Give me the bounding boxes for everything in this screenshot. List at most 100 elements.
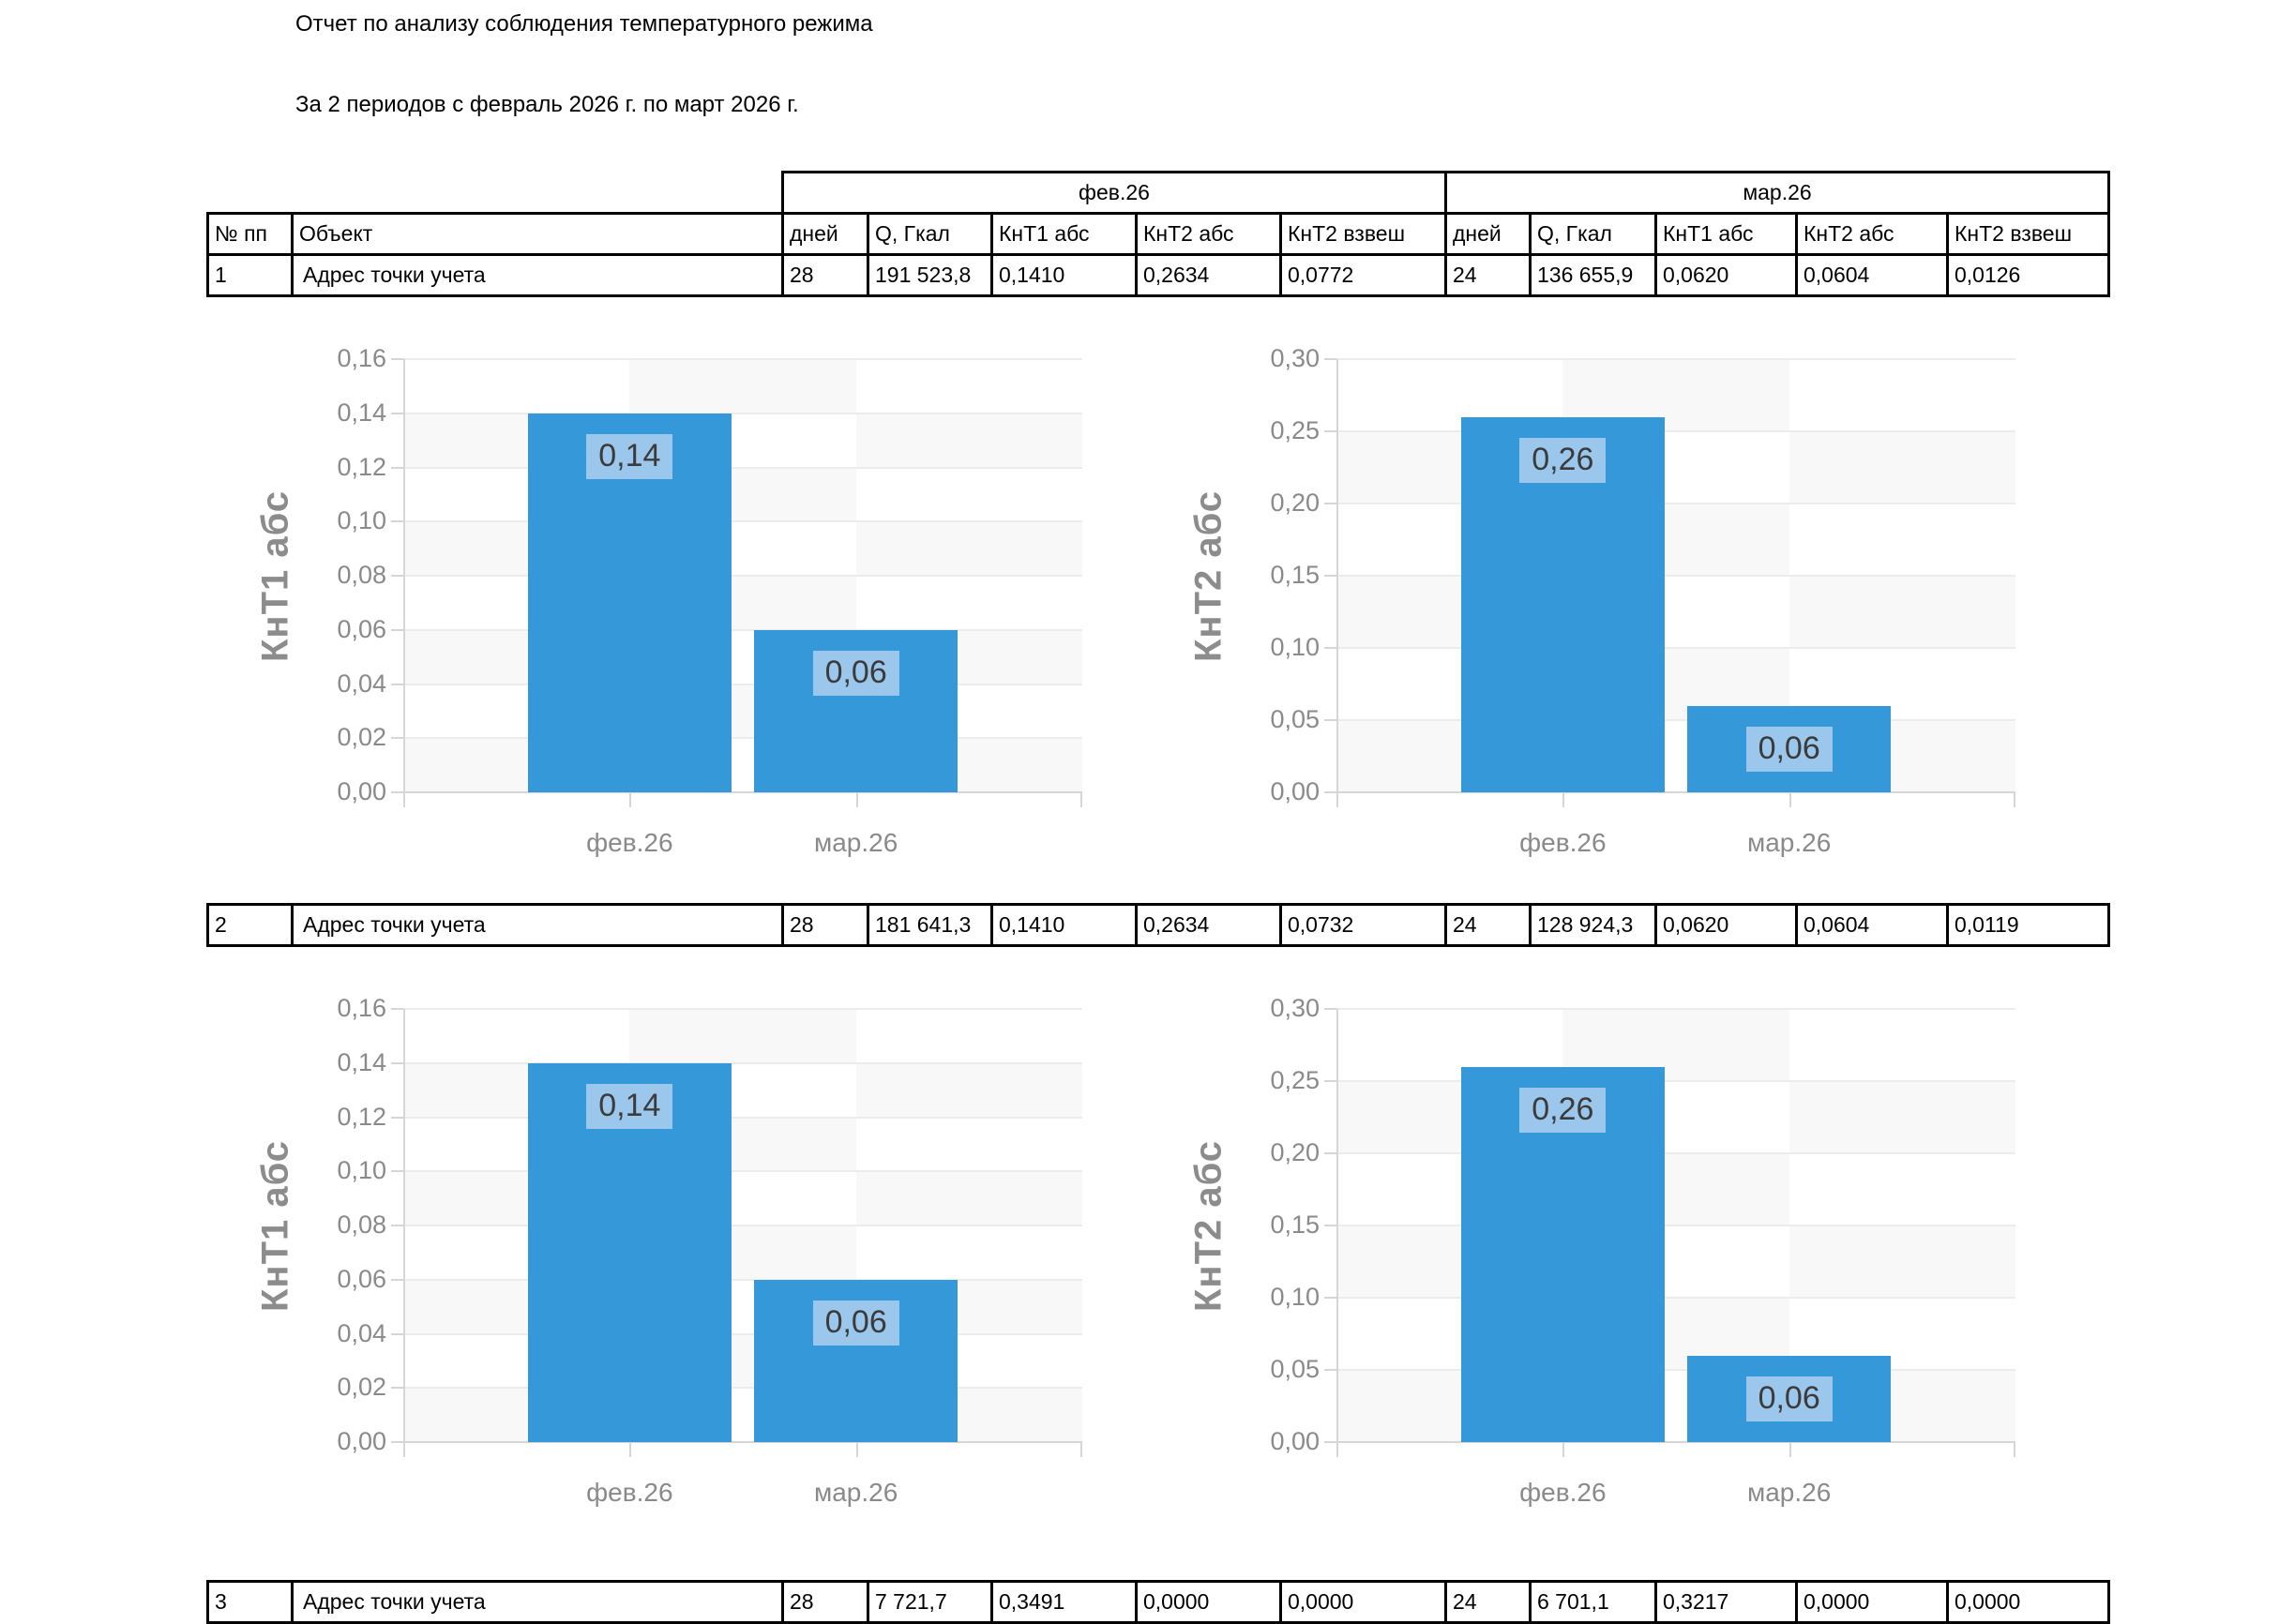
y-tick-label: 0,00 xyxy=(1270,1427,1320,1455)
column-header-object: Объект xyxy=(291,212,784,256)
plot-band xyxy=(629,359,856,414)
y-tick-mark xyxy=(391,1116,403,1119)
grid-line xyxy=(403,791,1082,793)
chart-knt1-row1: КнТ1 абс 0,16 0,14 0,12 0,10 0,08 0,06 0,04 0,02… xyxy=(178,340,1092,900)
y-tick-label: 0,04 xyxy=(337,669,386,698)
cell-value: 24 xyxy=(1444,1580,1532,1624)
cell-value: 181 641,3 xyxy=(867,903,993,947)
y-tick-mark xyxy=(1324,1080,1336,1082)
column-header: КнТ2 взвеш xyxy=(1946,212,2110,256)
y-tick-label: 0,04 xyxy=(337,1318,386,1347)
bar-value-label: 0,06 xyxy=(1745,726,1833,772)
y-tick-mark xyxy=(391,466,403,469)
column-header: КнТ2 абс xyxy=(1795,212,1949,256)
cell-value: 0,0732 xyxy=(1279,903,1447,947)
cell-value: 0,0000 xyxy=(1946,1580,2110,1624)
y-tick-label: 0,30 xyxy=(1270,994,1320,1022)
cell-value: 0,0620 xyxy=(1654,903,1798,947)
cell-value: 0,3217 xyxy=(1654,1580,1798,1624)
plot-area: 0,14 фев.26 0,06 мар.26 xyxy=(391,358,1082,857)
x-tick-mark xyxy=(1562,1442,1565,1457)
cell-value: 7 721,7 xyxy=(867,1580,993,1624)
x-tick-mark xyxy=(1788,1442,1791,1457)
y-axis-line xyxy=(403,1009,405,1457)
grid-line xyxy=(403,412,1082,414)
x-tick-mark xyxy=(1562,792,1565,807)
y-tick-label: 0,05 xyxy=(1270,705,1320,733)
y-tick-mark xyxy=(391,1441,403,1443)
x-tick-mark xyxy=(1788,792,1791,807)
y-tick-mark xyxy=(1324,791,1336,793)
y-tick-label: 0,10 xyxy=(1270,633,1320,661)
y-tick-mark xyxy=(1324,719,1336,721)
x-tick-mark xyxy=(1080,792,1082,807)
column-header: КнТ2 взвеш xyxy=(1279,212,1447,256)
column-header: дней xyxy=(781,212,869,256)
bar-value-label: 0,06 xyxy=(812,1300,899,1346)
grid-line xyxy=(1336,1225,2015,1226)
y-axis-line xyxy=(403,359,405,807)
grid-line xyxy=(1336,1008,2015,1010)
plot-band xyxy=(629,1009,856,1063)
y-tick-mark xyxy=(1324,1225,1336,1226)
x-tick-mark xyxy=(403,792,405,807)
table-row: 1 Адрес точки учета 28 191 523,8 0,1410 0,263… xyxy=(206,253,2110,297)
column-header: дней xyxy=(1444,212,1532,256)
grid-line xyxy=(403,1441,1082,1443)
y-tick-label: 0,10 xyxy=(1270,1283,1320,1311)
y-tick-mark xyxy=(1324,358,1336,360)
y-tick-label: 0,30 xyxy=(1270,344,1320,372)
y-tick-label: 0,15 xyxy=(1270,1210,1320,1239)
plot-area: 0,26 фев.26 0,06 мар.26 xyxy=(1324,1008,2015,1507)
y-tick-label: 0,16 xyxy=(337,994,386,1022)
column-header: Q, Гкал xyxy=(867,212,993,256)
plot-band xyxy=(855,521,1082,576)
y-tick-label: 0,12 xyxy=(337,1102,386,1131)
grid-line xyxy=(403,520,1082,523)
y-tick-mark xyxy=(1324,575,1336,577)
y-tick-mark xyxy=(1324,647,1336,649)
cell-value: 0,3491 xyxy=(990,1580,1138,1624)
table-row: 3 Адрес точки учета 28 7 721,7 0,3491 0,0000 0… xyxy=(206,1580,2110,1624)
bar-value-label: 0,26 xyxy=(1519,437,1607,483)
x-tick-mark xyxy=(1336,792,1338,807)
y-tick-label: 0,06 xyxy=(337,614,386,643)
plot-band xyxy=(855,1062,1082,1118)
y-tick-mark xyxy=(391,683,403,685)
grid-line xyxy=(403,1332,1082,1335)
table-corner-blank xyxy=(208,173,783,214)
grid-line xyxy=(1336,575,2015,577)
x-tick-mark xyxy=(629,792,632,807)
grid-line xyxy=(1336,1152,2015,1154)
grid-line xyxy=(1336,503,2015,504)
y-tick-label: 0,06 xyxy=(337,1264,386,1293)
cell-value: 28 xyxy=(781,903,869,947)
plot-band xyxy=(855,413,1082,468)
cell-value: 0,0119 xyxy=(1946,903,2110,947)
x-tick-mark xyxy=(855,1442,858,1457)
y-tick-label: 0,02 xyxy=(337,1373,386,1402)
grid-line xyxy=(403,1061,1082,1064)
bar-value-label: 0,06 xyxy=(1745,1376,1833,1421)
grid-line xyxy=(403,358,1082,360)
y-tick-label: 0,00 xyxy=(337,777,386,805)
chart-knt2-row2: КнТ2 абс 0,30 0,25 0,20 0,15 0,10 0,05 0,00 0,26… xyxy=(1111,990,2025,1550)
bar-value-label: 0,14 xyxy=(586,1083,673,1129)
cell-value: 0,0620 xyxy=(1654,253,1798,297)
y-tick-label: 0,20 xyxy=(1270,1138,1320,1166)
y-tick-mark xyxy=(391,1170,403,1173)
report-title: Отчет по анализу соблюдения температурно… xyxy=(295,11,873,37)
y-tick-label: 0,10 xyxy=(337,506,386,535)
y-tick-label: 0,25 xyxy=(1270,416,1320,444)
grid-line xyxy=(403,1278,1082,1281)
grid-line xyxy=(403,1008,1082,1010)
cell-value: 191 523,8 xyxy=(867,253,993,297)
plot-band xyxy=(1788,431,2015,504)
plot-area: 0,14 фев.26 0,06 мар.26 xyxy=(391,1008,1082,1507)
cell-value: 28 xyxy=(781,1580,869,1624)
column-header: КнТ1 абс xyxy=(990,212,1138,256)
table-row: 2 Адрес точки учета 28 181 641,3 0,1410 0,263… xyxy=(206,903,2110,947)
report-subtitle: За 2 периодов с февраль 2026 г. по март … xyxy=(295,92,799,117)
cell-value: 0,0772 xyxy=(1279,253,1447,297)
x-axis-label: фев.26 xyxy=(1519,828,1607,857)
